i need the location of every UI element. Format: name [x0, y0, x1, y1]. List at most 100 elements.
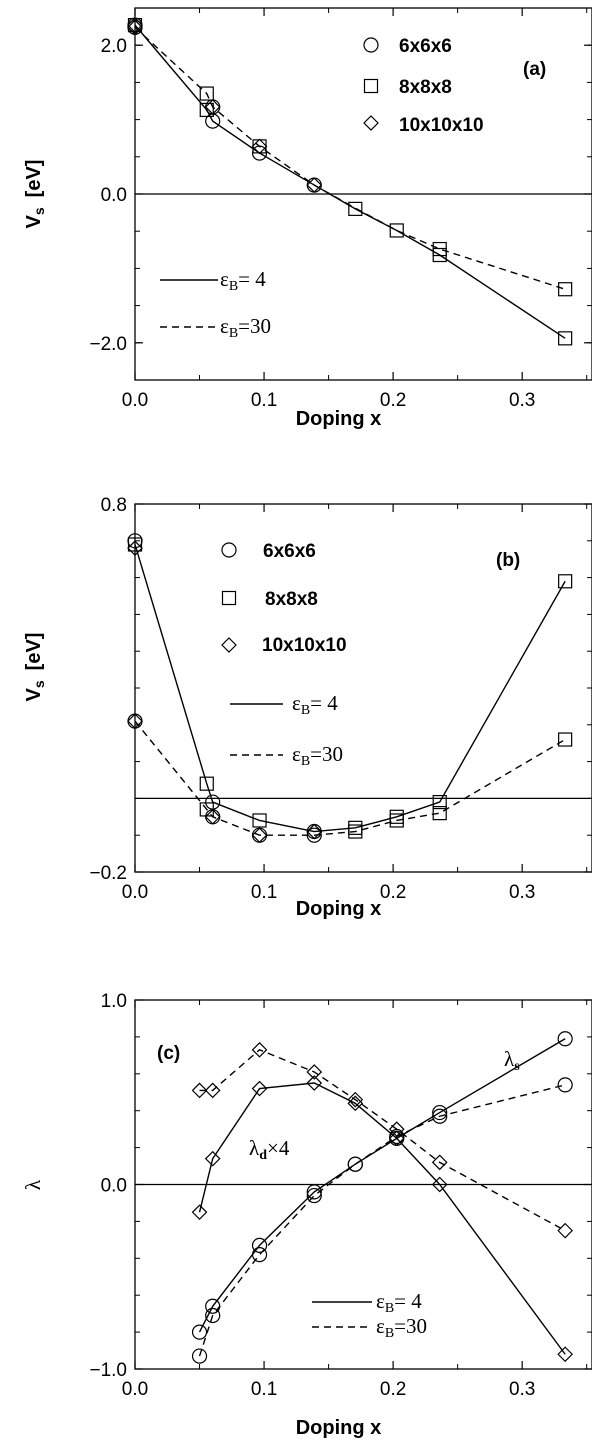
data-point-square	[199, 86, 214, 101]
x-tick-label: 0.0	[122, 882, 148, 903]
data-point-square	[348, 824, 363, 839]
panel-c: (c) Doping x λ λs λd×4 εB= 4 εB=30 0.0 0.…	[21, 991, 592, 1439]
panel-a-ylabel-sub: s	[31, 207, 47, 215]
x-tick-label: 0.1	[251, 1379, 277, 1400]
y-tick-label: 2.0	[101, 36, 127, 57]
panel-c-legend-eps4: εB= 4	[376, 1289, 422, 1316]
data-point-diamond	[127, 19, 143, 36]
data-point-circle	[191, 1348, 208, 1364]
panel-c-label: (c)	[157, 1043, 180, 1064]
data-point-diamond	[306, 1064, 323, 1080]
x-tick-label: 0.1	[251, 882, 277, 903]
data-point-square	[558, 282, 573, 297]
panel-b-legend-6x6x6: 6x6x6	[263, 541, 316, 562]
data-point-square	[432, 806, 447, 821]
y-tick-label: 0.0	[101, 1176, 127, 1197]
x-tick-label: 0.3	[509, 1379, 535, 1400]
panel-b-legend-eps30: εB=30	[292, 742, 343, 769]
panel-b-line-legend: εB= 4 εB=30	[230, 691, 343, 769]
x-tick-label: 0.3	[509, 882, 535, 903]
panel-b: (b) Doping x Vs [eV] 6x6x6 8x8x8 10x10x10…	[23, 495, 592, 920]
data-point-diamond	[251, 1041, 268, 1058]
x-tick-label: 0.2	[380, 390, 406, 411]
data-point-square	[127, 537, 143, 552]
series-line-dashed	[134, 26, 566, 290]
legend-circle-marker	[221, 542, 237, 558]
data-point-circle	[191, 1324, 208, 1340]
data-point-diamond	[127, 17, 143, 33]
data-point-square	[432, 241, 447, 257]
panel-a-marker-legend: 6x6x6 8x8x8 10x10x10	[363, 36, 484, 136]
panel-a-legend-eps4: εB= 4	[220, 267, 266, 294]
y-tick-label: 0.0	[101, 185, 127, 206]
data-point-diamond	[388, 1130, 405, 1147]
data-point-diamond	[127, 713, 143, 729]
data-point-diamond	[251, 827, 268, 844]
panel-c-line-legend: εB= 4 εB=30	[312, 1289, 427, 1341]
legend-square-marker	[221, 590, 237, 606]
data-point-diamond	[204, 99, 221, 115]
x-tick-label: 0.0	[122, 1379, 148, 1400]
data-point-diamond	[204, 1150, 221, 1167]
data-point-circle	[347, 1156, 363, 1172]
panel-b-legend-10x10x10: 10x10x10	[262, 635, 347, 656]
data-point-diamond	[347, 1091, 364, 1108]
panel-c-legend-eps30: εB=30	[376, 1314, 427, 1341]
x-tick-label: 0.1	[251, 390, 277, 411]
y-tick-label: 0.8	[101, 495, 127, 516]
panel-a-ylabel-unit: [eV]	[23, 160, 45, 198]
panel-c-y-axis-title: λ	[21, 1179, 45, 1190]
data-point-diamond	[127, 540, 143, 557]
panel-b-ylabel-unit: [eV]	[23, 633, 45, 671]
data-point-diamond	[431, 1154, 448, 1171]
legend-diamond-marker	[363, 115, 379, 131]
data-point-square	[348, 201, 363, 216]
data-point-diamond	[191, 1204, 208, 1221]
panel-b-legend-eps4: εB= 4	[292, 691, 338, 718]
data-point-square	[432, 794, 447, 810]
data-point-diamond	[306, 177, 323, 193]
panel-a-legend-6x6x6: 6x6x6	[399, 36, 452, 57]
y-tick-label: −1.0	[89, 1360, 127, 1381]
data-point-square	[389, 223, 404, 238]
x-tick-label: 0.0	[122, 390, 148, 411]
series-line-solid	[134, 544, 566, 833]
series-line-solid	[198, 1082, 566, 1355]
data-point-diamond	[431, 1176, 448, 1193]
series-line-dashed	[199, 1049, 566, 1232]
panel-b-frame	[134, 503, 592, 873]
svg-text:Vs[eV]: Vs [eV]	[23, 160, 47, 229]
y-tick-label: 1.0	[101, 991, 127, 1012]
data-point-diamond	[388, 1121, 405, 1137]
data-point-square	[389, 813, 404, 828]
data-point-diamond	[251, 138, 268, 155]
x-tick-label: 0.2	[380, 882, 406, 903]
data-point-circle	[251, 1247, 268, 1263]
x-tick-label: 0.3	[509, 390, 535, 411]
legend-square-marker	[363, 78, 379, 94]
data-point-circle	[251, 1237, 268, 1253]
data-point-diamond	[204, 808, 221, 825]
data-point-square	[558, 331, 573, 346]
data-point-circle	[306, 1184, 322, 1200]
data-point-circle	[432, 1104, 448, 1121]
panel-a: (a) Doping x Vs [eV] 6x6x6 8x8x8 10x10x10…	[23, 7, 592, 430]
data-point-square	[252, 813, 267, 828]
panel-a-legend-8x8x8: 8x8x8	[399, 77, 452, 98]
panel-a-legend-eps30: εB=30	[220, 314, 271, 341]
panel-b-marker-legend: 6x6x6 8x8x8 10x10x10	[221, 541, 347, 656]
panel-b-y-axis-title: Vs [eV]	[23, 633, 47, 702]
data-point-square	[558, 574, 573, 589]
y-tick-label: −2.0	[89, 334, 127, 355]
panel-a-label: (a)	[523, 59, 546, 80]
panel-c-annotation-lambda-d: λd×4	[249, 1136, 290, 1163]
data-point-square	[199, 102, 214, 118]
panel-b-x-axis-title: Doping x	[296, 898, 382, 920]
data-point-diamond	[557, 1222, 574, 1239]
panel-c-ylabel-main: λ	[21, 1179, 45, 1190]
data-point-circle	[306, 827, 322, 843]
data-point-diamond	[251, 1080, 268, 1097]
data-point-circle	[306, 1187, 322, 1204]
panel-b-ylabel-sub: s	[31, 680, 47, 688]
